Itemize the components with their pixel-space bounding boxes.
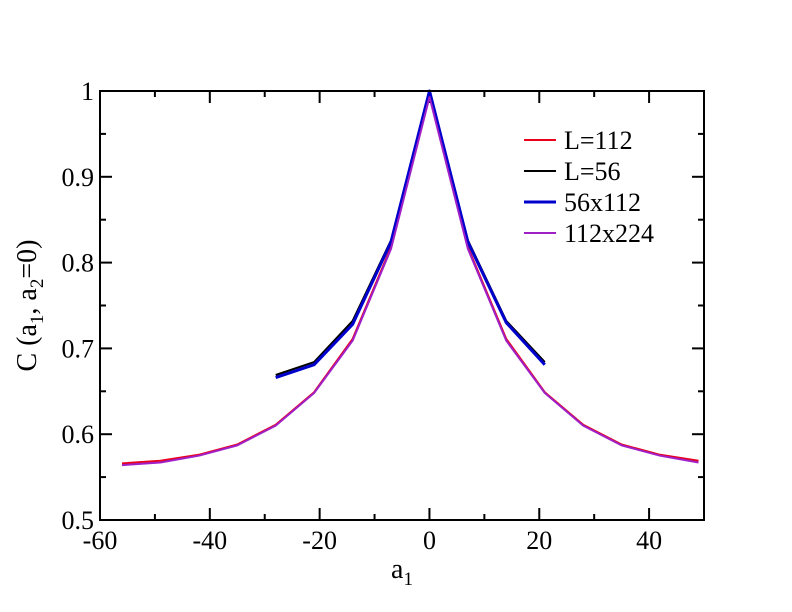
series-line-3: [275, 89, 546, 380]
x-tick-label: -60: [83, 526, 118, 555]
x-axis-label-main: a: [391, 554, 404, 585]
series-lines: [121, 89, 699, 467]
y-tick-label: 1: [81, 77, 94, 106]
y-tick-label: 0.9: [62, 163, 95, 192]
axis-ticks: [99, 90, 704, 521]
y-axis-label-part-2: , a: [12, 288, 43, 315]
series-line-4: [121, 96, 699, 467]
legend-label-2: L=56: [564, 157, 621, 186]
x-axis-label: a1: [391, 554, 413, 590]
y-axis-label-sub-1: 1: [27, 315, 48, 325]
y-axis-label-part-3: =0): [12, 240, 43, 279]
legend-label-4: 112x224: [564, 219, 654, 248]
y-tick-label: 0.5: [62, 506, 95, 535]
x-tick-label: 0: [423, 526, 436, 555]
x-tick-label: 40: [636, 526, 662, 555]
x-tick-label: -20: [302, 526, 337, 555]
y-tick-label: 0.8: [62, 249, 95, 278]
x-tick-label: 20: [526, 526, 552, 555]
x-tick-label: -40: [192, 526, 227, 555]
x-axis-label-subscript: 1: [403, 569, 413, 590]
y-axis-label-sub-2: 2: [27, 279, 48, 289]
legend-label-3: 56x112: [564, 188, 641, 217]
y-axis-label: C (a1, a2=0): [12, 240, 48, 372]
axis-tick-labels: -60 -40 -20 0 20 40 0.5 0.6 0.7 0.8 0.9 1: [62, 77, 663, 555]
y-tick-label: 0.6: [62, 420, 95, 449]
legend-label-1: L=112: [564, 126, 633, 155]
plot-frame: [99, 90, 705, 521]
y-tick-label: 0.7: [62, 334, 95, 363]
y-axis-label-part-1: C (a: [12, 324, 43, 372]
